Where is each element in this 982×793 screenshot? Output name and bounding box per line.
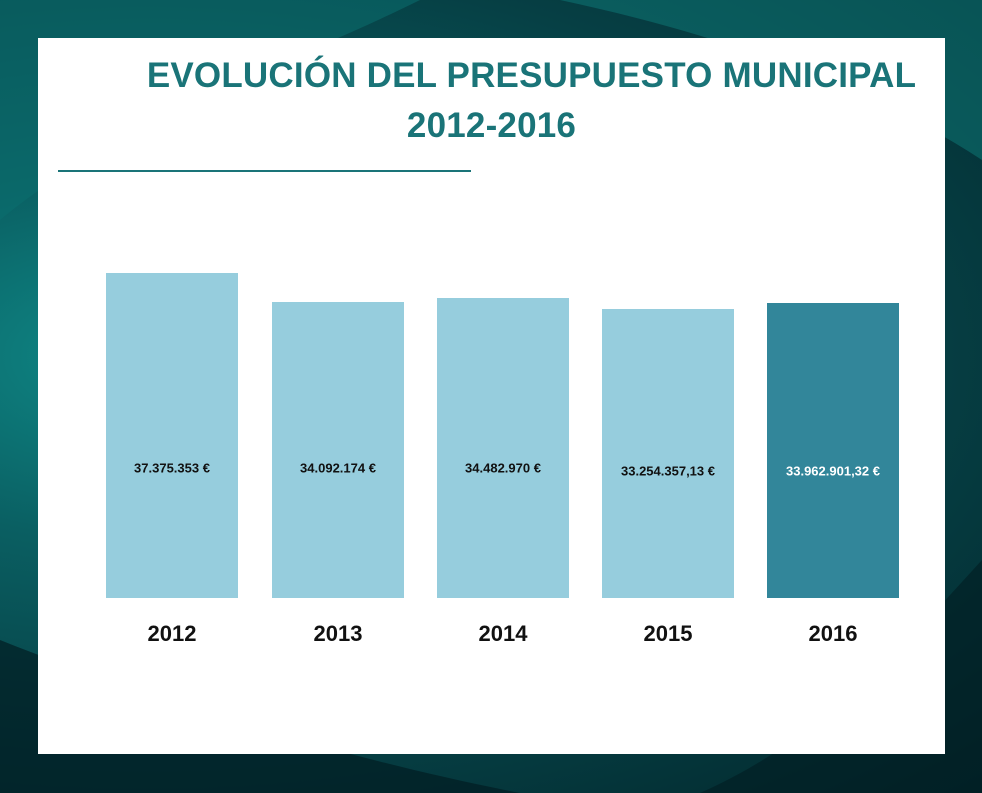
x-tick-label: 2015 xyxy=(643,621,693,646)
x-tick-label: 2016 xyxy=(808,621,858,646)
bar-value-label: 33.962.901,32 € xyxy=(786,463,880,479)
chart-title: EVOLUCIÓN DEL PRESUPUESTO MUNICIPAL xyxy=(146,56,917,95)
bar-2014 xyxy=(437,298,569,598)
bar-2012 xyxy=(106,273,238,598)
bar-2015 xyxy=(602,308,734,598)
x-tick-label: 2012 xyxy=(147,621,197,646)
content-panel: EVOLUCIÓN DEL PRESUPUESTO MUNICIPAL 2012… xyxy=(38,38,945,754)
bar-2013 xyxy=(272,301,404,598)
x-tick-label: 2013 xyxy=(313,621,363,646)
bar-value-label: 33.254.357,13 € xyxy=(621,463,715,479)
bar-value-label: 34.482.970 € xyxy=(465,460,541,476)
title-underline xyxy=(58,170,471,172)
chart-subtitle: 2012-2016 xyxy=(406,106,577,145)
x-tick-label: 2014 xyxy=(478,621,528,646)
bar-value-label: 34.092.174 € xyxy=(300,460,376,476)
bar-2016 xyxy=(767,302,899,598)
bar-value-label: 37.375.353 € xyxy=(134,460,210,476)
